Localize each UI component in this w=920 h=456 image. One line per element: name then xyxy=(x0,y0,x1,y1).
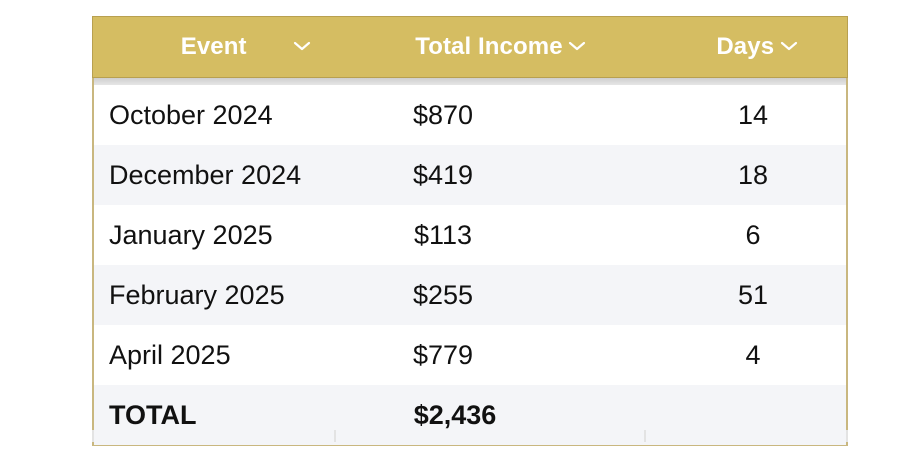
table-row: January 2025 $113 6 xyxy=(94,205,846,265)
cell-event: April 2025 xyxy=(109,339,231,370)
table-row: December 2024 $419 18 xyxy=(94,145,846,205)
total-income: $2,436 xyxy=(413,399,497,430)
cell-income: $870 xyxy=(412,99,474,130)
column-header-event[interactable]: Event xyxy=(93,16,334,78)
column-divider xyxy=(334,430,336,442)
column-header-label: Days xyxy=(716,33,775,60)
cell-income: $255 xyxy=(412,279,474,310)
table-header: Event Total Income Days xyxy=(92,16,848,78)
header-divider xyxy=(94,78,846,85)
cell-income: $419 xyxy=(412,159,474,190)
cell-event: October 2024 xyxy=(109,99,273,130)
cell-event: December 2024 xyxy=(109,159,302,190)
cell-event: February 2025 xyxy=(109,279,285,310)
column-header-total-income[interactable]: Total Income xyxy=(334,16,643,78)
cell-days: 14 xyxy=(737,99,769,130)
column-header-days[interactable]: Days xyxy=(644,16,847,78)
table-body: October 2024 $870 14 December 2024 $419 … xyxy=(94,85,846,445)
cell-days: 18 xyxy=(737,159,769,190)
cell-income: $779 xyxy=(412,339,474,370)
chevron-down-icon[interactable] xyxy=(778,35,800,57)
chevron-down-icon[interactable] xyxy=(566,35,588,57)
table-row: February 2025 $255 51 xyxy=(94,265,846,325)
column-divider xyxy=(846,430,848,442)
cell-event: January 2025 xyxy=(109,219,273,250)
income-table: Event Total Income Days October xyxy=(92,16,848,446)
column-header-label: Total Income xyxy=(415,33,563,60)
cell-income: $113 xyxy=(413,219,473,250)
cell-days: 51 xyxy=(737,279,769,310)
cell-days: 6 xyxy=(745,219,761,250)
chevron-down-icon[interactable] xyxy=(291,35,313,57)
column-divider xyxy=(92,430,94,442)
table-row: October 2024 $870 14 xyxy=(94,85,846,145)
total-label: TOTAL xyxy=(109,399,197,430)
total-row: TOTAL $2,436 xyxy=(94,385,846,445)
column-divider xyxy=(644,430,646,442)
table-row: April 2025 $779 4 xyxy=(94,325,846,385)
column-header-label: Event xyxy=(180,33,247,60)
cell-days: 4 xyxy=(745,339,761,370)
